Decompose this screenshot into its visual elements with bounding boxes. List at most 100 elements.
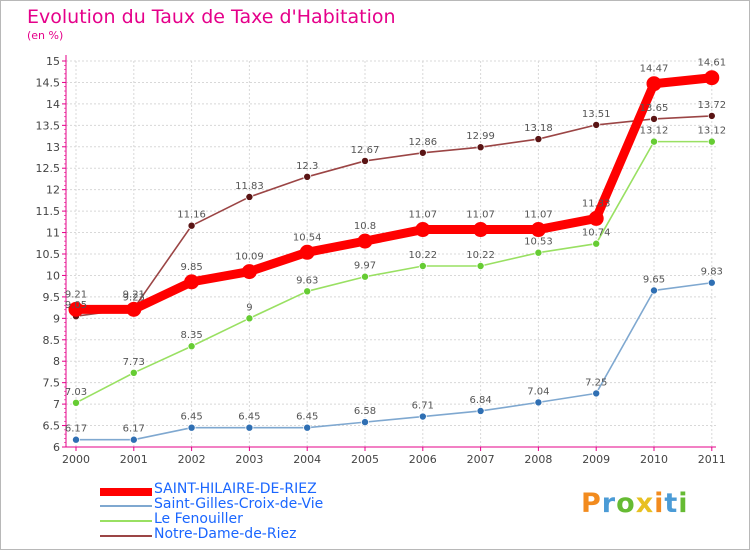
data-point: [592, 120, 601, 129]
legend-swatch: [100, 488, 152, 496]
data-point: [187, 342, 196, 351]
series-line-1: [75, 281, 713, 441]
data-point: [68, 301, 84, 317]
data-label: 7.25: [585, 377, 607, 388]
data-label: 8.35: [180, 330, 202, 341]
data-label: 7.73: [123, 357, 145, 368]
data-point: [303, 172, 312, 181]
data-label: 10.22: [466, 250, 495, 261]
data-point: [418, 148, 427, 157]
data-label: 10.09: [235, 252, 264, 263]
data-point: [126, 301, 142, 317]
data-point: [241, 264, 257, 280]
legend-label: SAINT-HILAIRE-DE-RIEZ: [154, 481, 317, 497]
y-tick-label: 14: [46, 98, 60, 111]
data-point: [704, 70, 720, 86]
data-label: 6.45: [238, 412, 260, 423]
data-point: [530, 222, 546, 238]
data-label: 10.8: [354, 221, 376, 232]
data-point: [245, 192, 254, 201]
data-label: 9.21: [123, 289, 145, 300]
logo-letter: P: [581, 488, 602, 519]
data-label: 6.17: [123, 424, 145, 435]
data-label: 6.45: [296, 412, 318, 423]
data-label: 6.71: [412, 401, 434, 412]
y-tick-label: 8: [53, 355, 60, 368]
legend-item-notre-dame[interactable]: Notre-Dame-de-Riez: [100, 526, 420, 544]
data-label: 9: [246, 302, 252, 313]
data-label: 9.65: [643, 274, 665, 285]
data-label: 11.16: [177, 210, 206, 221]
y-tick-label: 10.5: [36, 248, 61, 261]
legend-label: Saint-Gilles-Croix-de-Vie: [154, 496, 324, 512]
data-label: 9.63: [296, 275, 318, 286]
data-label: 9.05: [65, 300, 87, 311]
data-label: 11.07: [524, 210, 553, 221]
data-point: [245, 423, 254, 432]
data-point: [360, 272, 369, 281]
data-point: [129, 435, 138, 444]
data-label: 6.17: [65, 424, 87, 435]
data-label: 6.58: [354, 406, 376, 417]
data-label: 12.99: [466, 131, 495, 142]
data-label: 13.65: [640, 103, 669, 114]
x-tick-label: 2011: [698, 453, 726, 466]
data-point: [476, 143, 485, 152]
data-point: [476, 406, 485, 415]
data-point: [72, 435, 81, 444]
legend-item-saint-hilaire[interactable]: SAINT-HILAIRE-DE-RIEZ: [100, 481, 420, 499]
legend-item-le-fenouiller[interactable]: Le Fenouiller: [100, 511, 420, 529]
data-point: [360, 156, 369, 165]
x-tick-label: 2000: [62, 453, 90, 466]
data-label: 6.84: [469, 395, 491, 406]
y-tick-label: 7: [53, 398, 60, 411]
x-tick-label: 2010: [640, 453, 668, 466]
data-label: 14.61: [697, 58, 726, 69]
x-tick-label: 2003: [235, 453, 263, 466]
data-label: 10.74: [582, 228, 611, 239]
data-point: [650, 137, 659, 146]
y-tick-label: 7.5: [43, 377, 61, 390]
data-point: [476, 262, 485, 271]
data-point: [415, 222, 431, 238]
data-point: [592, 239, 601, 248]
series-line-0: [71, 73, 717, 314]
y-tick-label: 14.5: [36, 76, 61, 89]
data-label: 12.3: [296, 161, 318, 172]
data-label: 13.12: [640, 126, 669, 137]
logo-letter: o: [616, 488, 636, 519]
legend-swatch: [100, 505, 152, 507]
x-tick-label: 2009: [582, 453, 610, 466]
data-point: [360, 418, 369, 427]
data-label: 11.83: [235, 181, 264, 192]
x-tick-label: 2006: [409, 453, 437, 466]
chart-subtitle: (en %): [27, 29, 64, 42]
y-tick-label: 9.5: [43, 291, 61, 304]
logo-letter: i: [678, 488, 689, 519]
legend-item-saint-gilles[interactable]: Saint-Gilles-Croix-de-Vie: [100, 496, 420, 514]
y-tick-label: 15: [46, 55, 60, 68]
data-point: [707, 278, 716, 287]
series-line-2: [75, 140, 713, 404]
data-label: 10.53: [524, 237, 553, 248]
y-tick-label: 12.5: [36, 162, 61, 175]
data-point: [534, 135, 543, 144]
data-label: 11.07: [466, 210, 495, 221]
data-point: [303, 287, 312, 296]
data-label: 9.21: [65, 289, 87, 300]
data-point: [184, 274, 200, 290]
data-label: 10.54: [293, 232, 322, 243]
data-label: 9.97: [354, 261, 376, 272]
data-label: 13.18: [524, 123, 553, 134]
x-tick-label: 2005: [351, 453, 379, 466]
data-point: [129, 368, 138, 377]
data-label: 13.12: [697, 126, 726, 137]
data-point: [534, 398, 543, 407]
y-tick-label: 8.5: [43, 334, 61, 347]
x-tick-label: 2004: [293, 453, 321, 466]
y-tick-label: 9: [53, 312, 60, 325]
data-label: 13.51: [582, 109, 611, 120]
data-label: 12.86: [408, 137, 437, 148]
data-label: 11.33: [582, 198, 611, 209]
proxiti-logo: Proxiti: [581, 488, 689, 519]
